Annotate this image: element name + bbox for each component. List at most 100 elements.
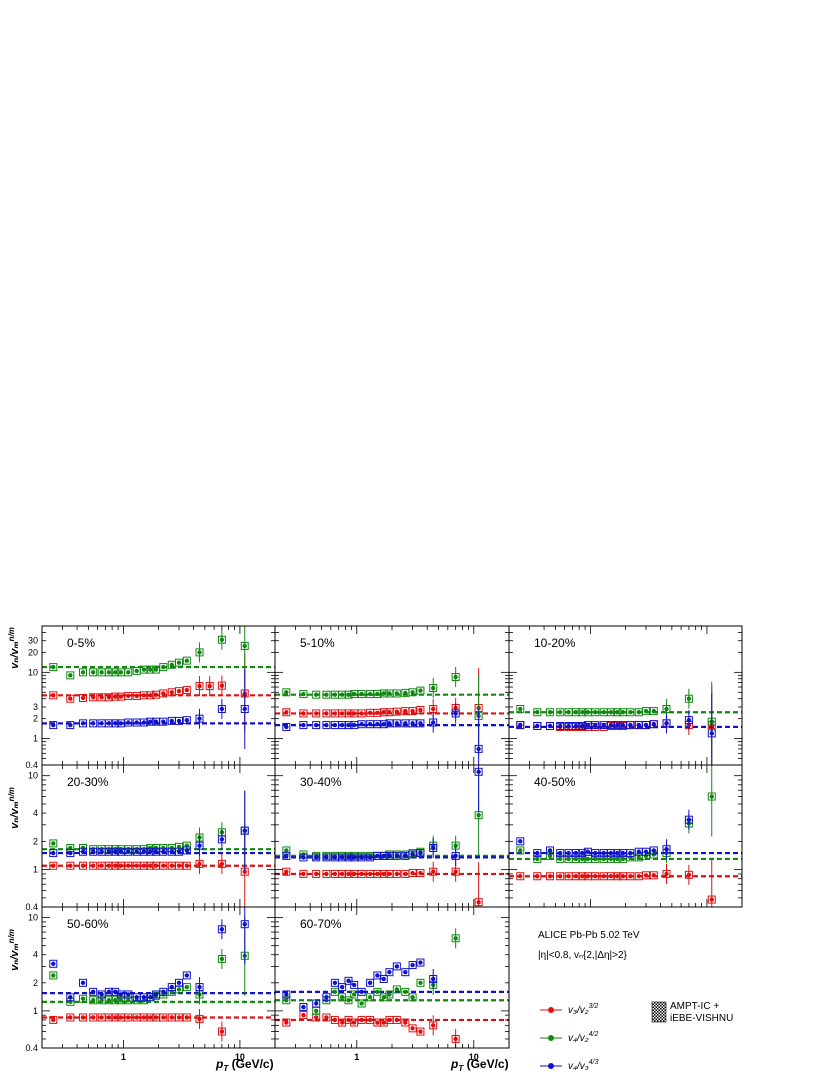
data-point-v4-v2 — [124, 668, 133, 677]
data-point-v4-v2 — [606, 854, 615, 863]
data-point-v3-v2 — [182, 861, 191, 870]
data-point-v4-v3 — [379, 974, 388, 983]
data-point-v4-v2 — [312, 690, 321, 699]
y-tick-label: 2 — [33, 836, 38, 846]
data-point-v4-v3 — [182, 716, 191, 725]
data-point-v4-v2 — [649, 707, 658, 716]
data-point-v3-v2 — [66, 861, 75, 870]
data-point-v4-v2 — [429, 678, 438, 699]
data-point-v4-v2 — [556, 854, 565, 863]
legend-entry-model: AMPT-IC + iEBE-VISHNU — [651, 1001, 733, 1024]
data-point-v4-v2 — [49, 971, 58, 980]
y-tick-label: 2 — [33, 714, 38, 724]
data-point-v4-v2 — [217, 949, 226, 970]
data-point-v4-v2 — [66, 843, 75, 852]
data-point-v4-v3 — [312, 721, 321, 730]
data-point-v4-v3 — [132, 847, 141, 856]
data-point-v3-v2 — [684, 864, 693, 885]
data-point-v4-v3 — [571, 722, 580, 731]
data-point-v4-v2 — [182, 983, 191, 992]
data-point-v4-v2 — [344, 690, 353, 699]
data-point-v4-v2 — [684, 688, 693, 709]
data-point-v3-v2 — [416, 869, 425, 878]
data-point-v3-v2 — [416, 706, 425, 715]
data-point-v3-v2 — [408, 1024, 417, 1033]
data-point-v3-v2 — [195, 1008, 204, 1029]
data-point-v4-v3 — [429, 968, 438, 989]
data-point-v4-v2 — [385, 990, 394, 999]
data-point-v4-v2 — [408, 688, 417, 697]
data-point-v3-v2 — [379, 1018, 388, 1027]
data-point-v4-v3 — [357, 987, 366, 996]
centrality-label: 0-5% — [67, 636, 95, 650]
data-point-v4-v2 — [175, 985, 184, 994]
data-point-v4-v3 — [240, 668, 249, 749]
data-point-v4-v2 — [350, 990, 359, 999]
data-point-v4-v3 — [385, 851, 394, 860]
data-point-v3-v2 — [49, 691, 58, 700]
panel-10-20%: 10-20% — [508, 625, 743, 766]
data-point-v3-v2 — [357, 869, 366, 878]
data-point-v4-v2 — [139, 665, 148, 674]
legend-label-v4-v2: v₄/v₂4/2 — [568, 1031, 598, 1044]
data-point-v3-v2 — [649, 871, 658, 880]
data-point-v4-v3 — [474, 765, 483, 812]
data-point-v4-v3 — [556, 722, 565, 731]
data-point-v4-v2 — [175, 658, 184, 667]
legend: ALICE Pb-Pb 5.02 TeV |η|<0.8, vₙ{2,|Δη|>… — [538, 930, 733, 1072]
data-point-v3-v2 — [392, 869, 401, 878]
data-point-v3-v2 — [564, 872, 573, 881]
data-point-v4-v3 — [451, 845, 460, 866]
legend-entry-v4-v3: v₄/v₃4/3 — [540, 1059, 599, 1072]
y-tick-label: 4 — [33, 808, 38, 818]
data-point-v4-v3 — [366, 978, 375, 987]
data-point-v4-v3 — [350, 721, 359, 730]
data-point-v4-v3 — [111, 987, 120, 996]
y-tick-label: 0.4 — [25, 760, 38, 770]
data-point-v3-v2 — [401, 1018, 410, 1027]
data-point-v4-v3 — [416, 958, 425, 967]
y-tick-label: 1 — [33, 865, 38, 875]
data-point-v4-v3 — [344, 721, 353, 730]
data-point-v4-v3 — [299, 721, 308, 730]
data-point-v3-v2 — [357, 1015, 366, 1024]
data-point-v4-v3 — [175, 847, 184, 856]
data-point-v4-v3 — [195, 708, 204, 729]
data-point-v4-v2 — [408, 993, 417, 1002]
data-point-v3-v2 — [366, 708, 375, 717]
x-axis-title-col1: pT (GeV/c) — [215, 1057, 274, 1073]
data-point-v4-v3 — [139, 718, 148, 727]
y-tick-label: 10 — [28, 667, 38, 677]
data-point-v4-v3 — [217, 829, 226, 850]
centrality-label: 40-50% — [534, 775, 576, 789]
data-point-v4-v3 — [662, 839, 671, 860]
data-point-v4-v3 — [299, 1003, 308, 1012]
data-point-v3-v2 — [642, 871, 651, 880]
centrality-label: 60-70% — [300, 917, 342, 931]
data-point-v4-v3 — [299, 853, 308, 862]
data-point-v3-v2 — [175, 1013, 184, 1022]
data-point-v3-v2 — [350, 709, 359, 718]
data-point-v4-v3 — [89, 719, 98, 728]
panel-50-60%: 0.4 1 2 4 10 1 10 50-60% — [25, 906, 276, 1062]
x-tick-label: 1 — [121, 1052, 126, 1062]
legend-label-v3-v2: v₃/v₂3/2 — [568, 1003, 598, 1016]
panel-60-70%: 1 10 60-70% — [274, 906, 510, 1062]
data-point-v4-v2 — [451, 667, 460, 688]
data-point-v4-v2 — [104, 668, 113, 677]
data-point-v3-v2 — [195, 853, 204, 874]
data-point-v3-v2 — [79, 861, 88, 870]
data-point-v4-v2 — [322, 690, 331, 699]
data-point-v4-v3 — [606, 849, 615, 858]
data-point-v4-v3 — [357, 720, 366, 729]
data-point-v3-v2 — [322, 709, 331, 718]
data-point-v4-v3 — [66, 721, 75, 730]
data-point-v4-v2 — [282, 846, 291, 855]
data-point-v3-v2 — [205, 676, 214, 697]
data-point-v4-v3 — [350, 980, 359, 989]
data-point-v4-v2 — [599, 708, 608, 717]
data-point-v4-v3 — [416, 849, 425, 858]
data-point-v4-v3 — [429, 712, 438, 733]
data-point-v4-v3 — [167, 983, 176, 992]
